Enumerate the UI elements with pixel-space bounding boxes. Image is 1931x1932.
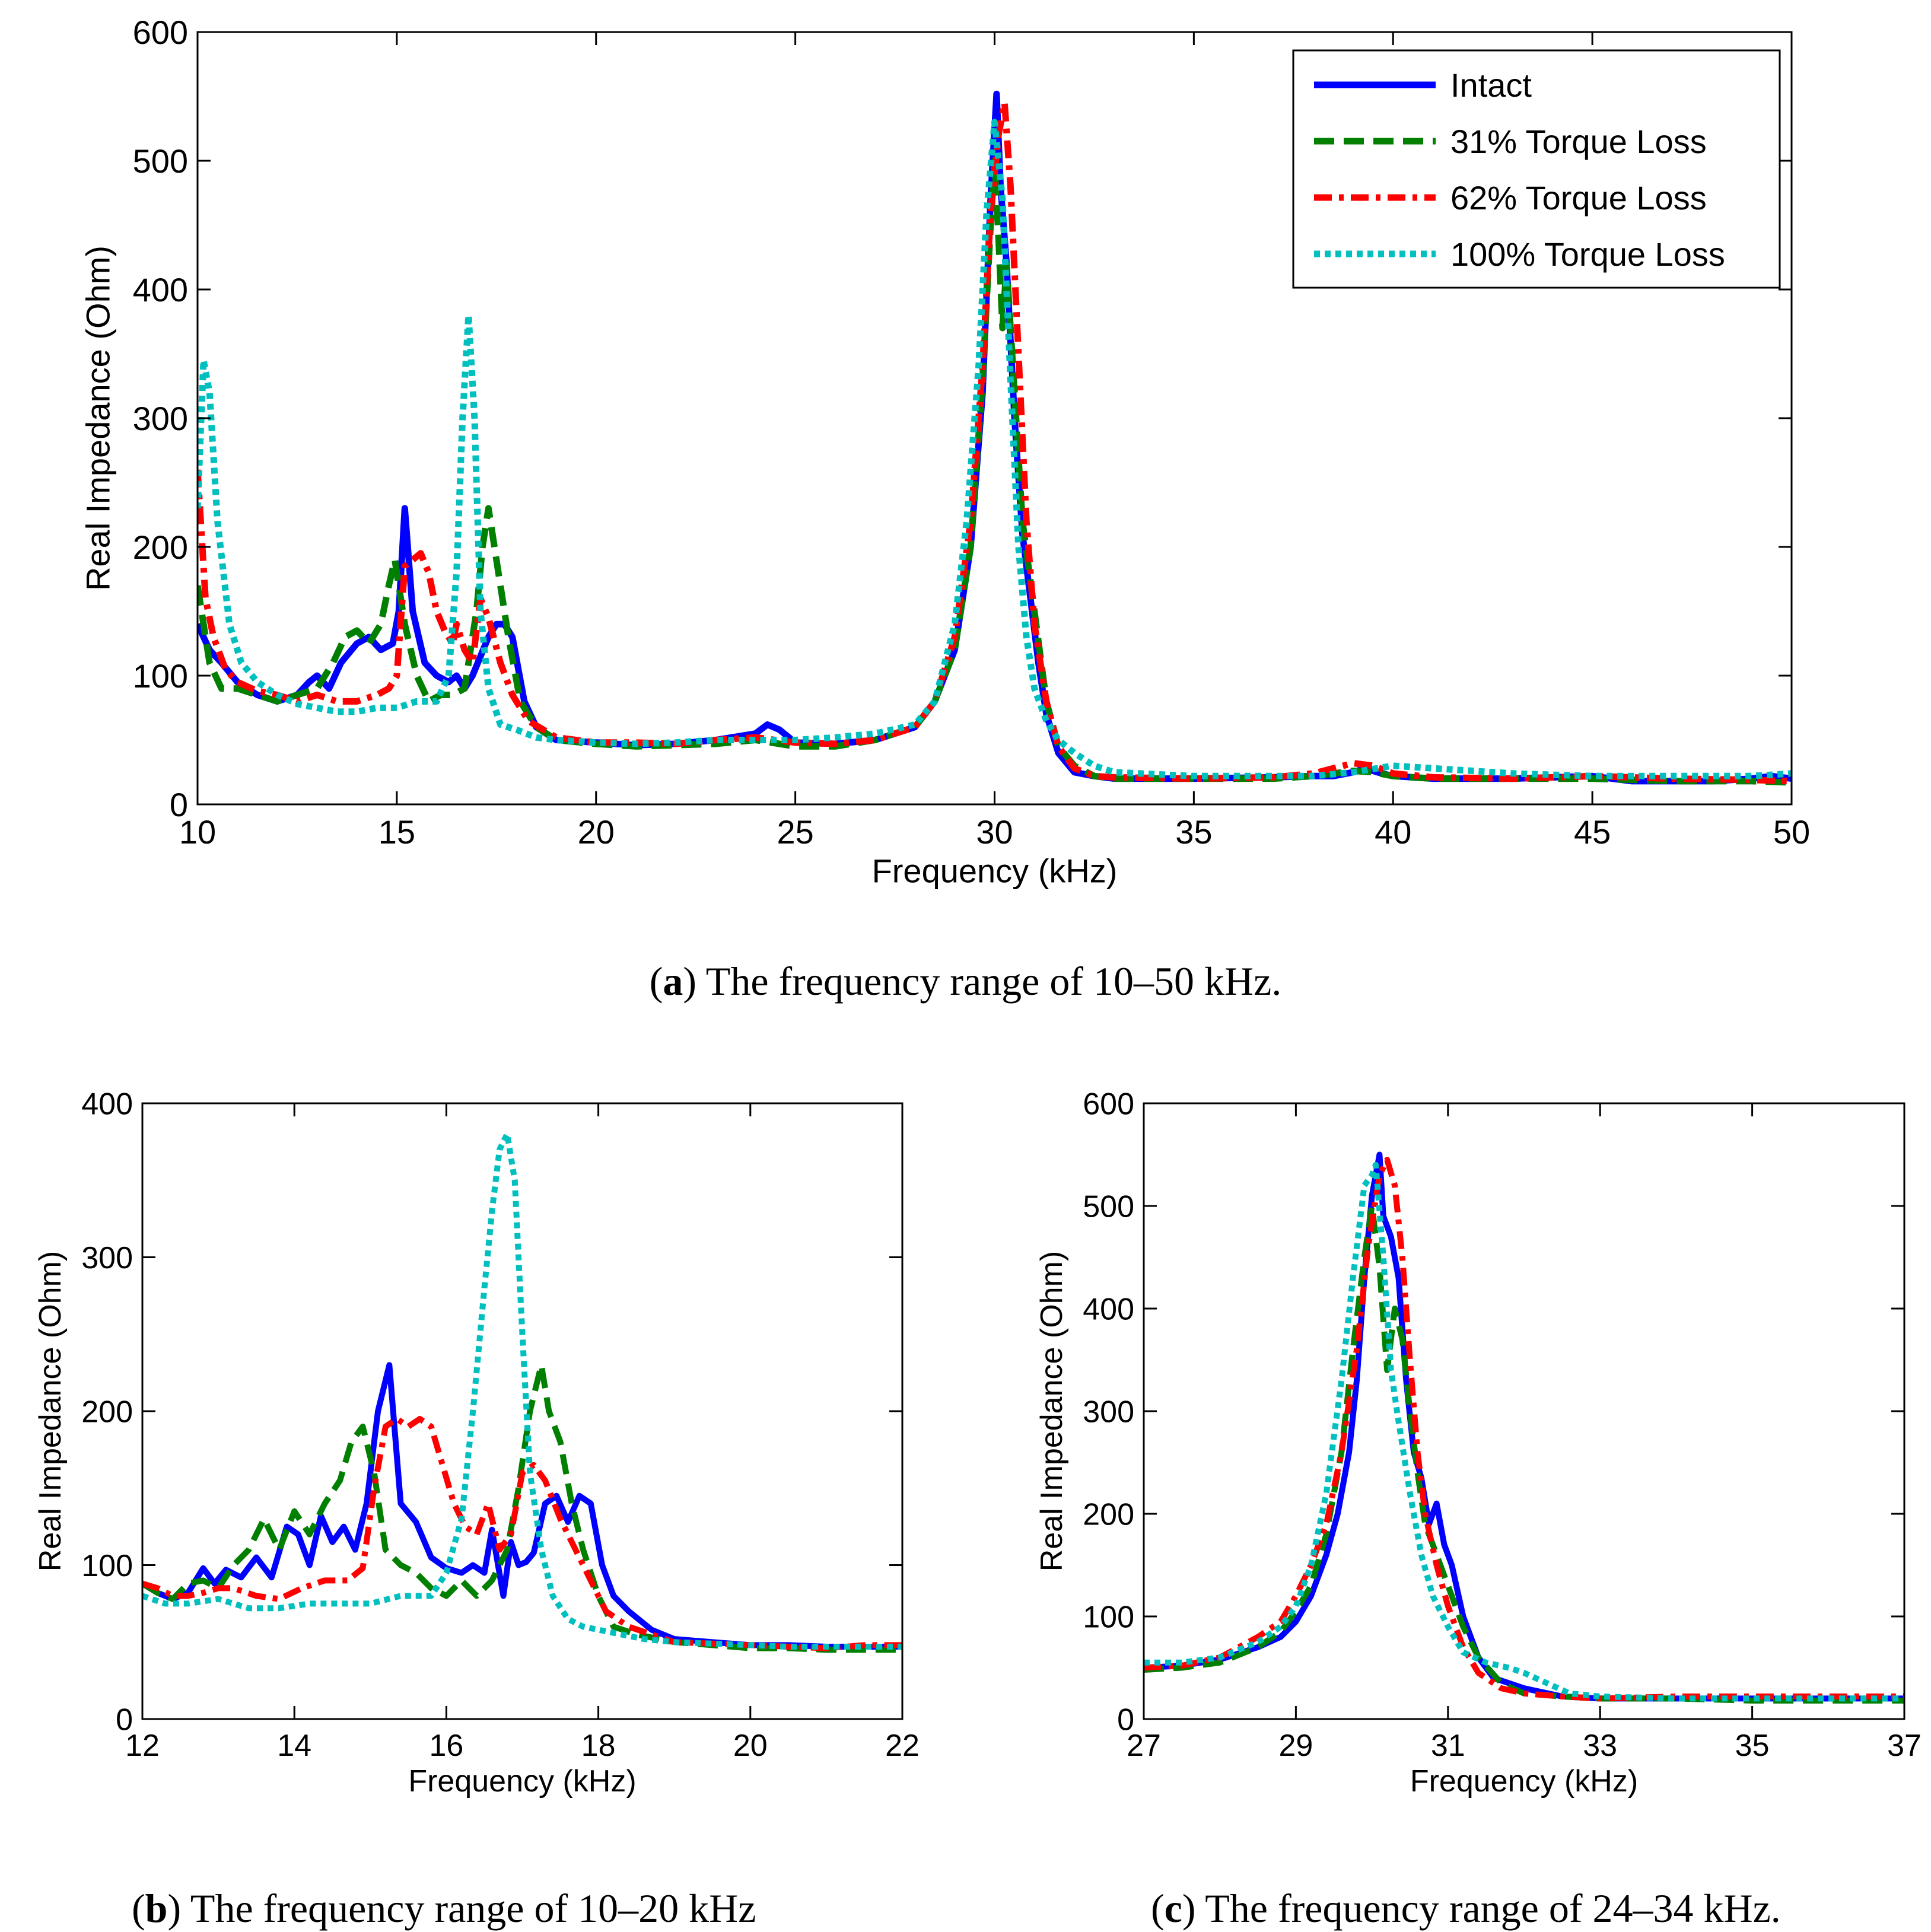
x-tick-label: 18	[581, 1729, 616, 1763]
x-axis-label: Frequency (kHz)	[872, 852, 1118, 890]
plot-area-c	[1144, 1151, 1904, 1704]
legend-label-2: 62% Torque Loss	[1450, 179, 1707, 217]
series-line-b-2	[142, 1416, 902, 1651]
x-tick-label: 12	[125, 1729, 160, 1763]
y-tick-label: 500	[133, 142, 188, 180]
series-line-b-3	[142, 1131, 902, 1650]
y-tick-label: 100	[1083, 1600, 1134, 1635]
legend-label-0: Intact	[1450, 66, 1532, 104]
plot-area-a	[198, 90, 1792, 786]
series-line-b-1	[142, 1362, 902, 1653]
series-line-c-1	[1144, 1203, 1904, 1704]
y-axis-label: Real Impedance (Ohm)	[79, 246, 117, 591]
x-tick-label: 14	[277, 1729, 311, 1763]
y-tick-label: 600	[133, 14, 188, 51]
x-tick-label: 37	[1887, 1729, 1922, 1763]
x-tick-label: 35	[1735, 1729, 1770, 1763]
y-tick-label: 400	[133, 271, 188, 308]
y-tick-label: 0	[170, 786, 188, 823]
x-axis-label: Frequency (kHz)	[408, 1764, 636, 1799]
x-tick-label: 31	[1431, 1729, 1465, 1763]
x-tick-label: 15	[378, 813, 415, 851]
series-line-c-3	[1144, 1161, 1904, 1702]
plot-frame-c	[1143, 1102, 1905, 1720]
x-axis-label: Frequency (kHz)	[1410, 1764, 1638, 1799]
x-tick-label: 40	[1375, 813, 1411, 851]
x-tick-label: 20	[578, 813, 615, 851]
legend-box	[1292, 49, 1781, 289]
x-tick-label: 27	[1127, 1729, 1161, 1763]
plot-frame-b	[141, 1102, 904, 1720]
y-tick-label: 400	[1083, 1293, 1134, 1327]
y-tick-label: 200	[1083, 1498, 1134, 1532]
x-tick-label: 35	[1175, 813, 1212, 851]
y-tick-label: 200	[133, 529, 188, 566]
x-tick-label: 22	[885, 1729, 920, 1763]
x-tick-label: 10	[179, 813, 216, 851]
caption-c: (c) The frequency range of 24–34 kHz.	[1151, 1886, 1781, 1931]
y-tick-label: 0	[116, 1703, 133, 1737]
y-tick-label: 200	[81, 1395, 133, 1430]
legend: Intact 31% Torque Loss 62% Torque Loss 100%…	[1292, 49, 1781, 289]
plot-area-b	[142, 1131, 902, 1653]
y-tick-label: 500	[1083, 1190, 1134, 1224]
x-tick-label: 25	[777, 813, 813, 851]
caption-b: (b) The frequency range of 10–20 kHz	[132, 1886, 756, 1931]
series-line-c-0	[1144, 1151, 1904, 1702]
series-line-a-3	[198, 119, 1792, 779]
y-tick-label: 300	[133, 400, 188, 437]
y-tick-label: 600	[1083, 1087, 1134, 1122]
y-tick-label: 300	[81, 1241, 133, 1275]
y-axis-label: Real Impedance (Ohm)	[1035, 1251, 1069, 1571]
chart-b: 12 14 16 18 20 22 0 100 200 300 400 Frequency (kHz)…	[33, 1087, 920, 1799]
y-tick-label: 100	[133, 657, 188, 695]
series-line-b-0	[142, 1362, 902, 1650]
series-line-c-2	[1144, 1157, 1904, 1702]
y-axis-label: Real Impedance (Ohm)	[33, 1251, 68, 1571]
x-tick-label: 20	[733, 1729, 768, 1763]
x-tick-label: 30	[976, 813, 1013, 851]
y-tick-label: 100	[81, 1549, 133, 1583]
chart-c: 27 29 31 33 35 37 0 100 200 300 400 500 600 Frequency…	[1035, 1087, 1922, 1799]
y-tick-label: 300	[1083, 1395, 1134, 1430]
x-tick-label: 29	[1278, 1729, 1313, 1763]
x-tick-label: 33	[1583, 1729, 1617, 1763]
legend-label-1: 31% Torque Loss	[1450, 123, 1707, 160]
legend-label-3: 100% Torque Loss	[1450, 235, 1725, 273]
chart-a: 10 15 20 25 30 35 40 45 500100200300400500600Fre…	[79, 14, 1811, 889]
y-tick-label: 400	[81, 1087, 133, 1122]
x-tick-label: 16	[429, 1729, 463, 1763]
y-tick-label: 0	[1117, 1703, 1134, 1737]
caption-a: (a) The frequency range of 10–50 kHz.	[649, 959, 1282, 1004]
x-tick-label: 45	[1574, 813, 1611, 851]
x-tick-label: 50	[1773, 813, 1810, 851]
